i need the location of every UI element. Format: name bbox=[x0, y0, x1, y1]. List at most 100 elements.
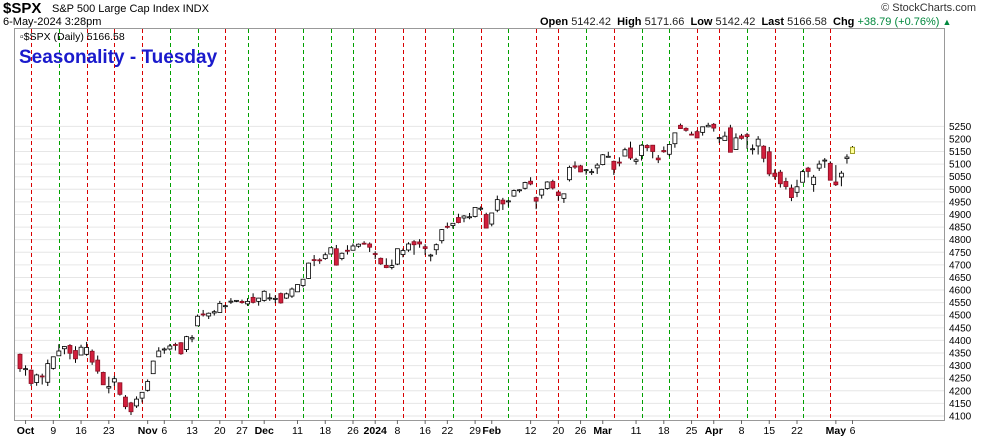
last-value: 5166.58 bbox=[787, 16, 827, 28]
x-tick-label: 9 bbox=[50, 425, 56, 437]
candle-body-up bbox=[850, 146, 855, 154]
y-tick-label: 4950 bbox=[949, 197, 972, 208]
candle-body-down bbox=[528, 180, 533, 185]
candle-body-down bbox=[500, 199, 506, 205]
candle-body-down bbox=[617, 161, 622, 164]
open-value: 5142.42 bbox=[571, 16, 611, 28]
last-label: Last bbox=[761, 16, 785, 28]
candle-body-up bbox=[567, 166, 572, 181]
candle-body-down bbox=[317, 259, 323, 262]
security-name: S&P 500 Large Cap Index INDX bbox=[52, 3, 209, 15]
candle-body-up bbox=[50, 356, 56, 369]
candle-body-up bbox=[245, 300, 250, 305]
candle-body-down bbox=[28, 369, 34, 384]
x-tick-label: 18 bbox=[319, 425, 331, 437]
candle-body-up bbox=[822, 159, 828, 162]
y-tick-label: 4450 bbox=[949, 323, 972, 334]
candle-body-up bbox=[511, 190, 517, 197]
candle-body-down bbox=[417, 241, 423, 245]
candle-body-up bbox=[400, 250, 406, 255]
candle-body-down bbox=[644, 145, 650, 149]
x-tick-label: 12 bbox=[525, 425, 537, 437]
x-tick-label: 20 bbox=[553, 425, 565, 437]
chg-label: Chg bbox=[833, 16, 855, 28]
candle-body-down bbox=[117, 382, 123, 395]
candle-body-down bbox=[650, 144, 656, 152]
candle-body-down bbox=[422, 246, 428, 249]
candle-body-up bbox=[450, 222, 456, 226]
candle-body-down bbox=[689, 133, 694, 136]
candle-body-down bbox=[361, 242, 367, 245]
y-tick-label: 4350 bbox=[949, 349, 972, 360]
x-tick-label: 25 bbox=[686, 425, 698, 437]
candle-body-down bbox=[95, 359, 101, 372]
candle-body-down bbox=[345, 249, 350, 252]
candle-body-up bbox=[705, 124, 711, 128]
candle-body-up bbox=[839, 172, 844, 178]
candle-body-up bbox=[156, 350, 162, 358]
candle-body-up bbox=[211, 311, 217, 314]
candle-body-up bbox=[134, 398, 139, 407]
y-tick-label: 4250 bbox=[949, 374, 972, 385]
x-tick-label: Feb bbox=[482, 425, 501, 437]
series-legend: ▫$SPX (Daily) 5166.58 bbox=[20, 31, 125, 43]
x-tick-label: 27 bbox=[236, 425, 248, 437]
candle-body-up bbox=[228, 300, 234, 303]
candle-body-up bbox=[256, 297, 262, 302]
candle-body-up bbox=[34, 374, 40, 383]
x-tick-label: 2024 bbox=[364, 425, 388, 437]
y-tick-label: 5250 bbox=[949, 122, 972, 133]
x-tick-label: 11 bbox=[631, 425, 642, 437]
low-label: Low bbox=[690, 16, 713, 28]
y-tick-label: 4200 bbox=[949, 386, 972, 397]
candle-body-up bbox=[267, 297, 273, 300]
candle-body-up bbox=[45, 363, 51, 383]
y-tick-label: 5000 bbox=[949, 185, 972, 196]
candle-body-up bbox=[195, 315, 201, 327]
candle-body-up bbox=[622, 149, 628, 157]
x-tick-label: 6 bbox=[850, 425, 856, 437]
candle-body-down bbox=[200, 313, 206, 316]
candle-body-up bbox=[394, 248, 400, 265]
candle-body-up bbox=[733, 137, 739, 150]
candle-body-down bbox=[694, 131, 700, 139]
x-tick-label: 29 bbox=[469, 425, 481, 437]
y-tick-label: 4550 bbox=[949, 298, 972, 309]
x-tick-label: Mar bbox=[593, 425, 612, 437]
candle-body-up bbox=[295, 284, 300, 293]
y-tick-label: 4650 bbox=[949, 273, 972, 284]
candle-body-up bbox=[666, 144, 672, 155]
candle-body-up bbox=[161, 348, 167, 351]
candle-body-down bbox=[728, 127, 733, 153]
candle-body-down bbox=[39, 375, 45, 378]
y-tick-label: 4400 bbox=[949, 336, 972, 347]
candle-body-up bbox=[56, 350, 62, 357]
candle-body-down bbox=[67, 345, 73, 354]
candle-body-up bbox=[816, 163, 822, 169]
candle-body-up bbox=[428, 254, 434, 257]
candle-body-down bbox=[550, 181, 556, 189]
candle-body-up bbox=[433, 244, 439, 251]
candle-body-up bbox=[339, 252, 345, 259]
candle-body-up bbox=[328, 247, 334, 255]
quote-line: Open 5142.42 High 5171.66 Low 5142.42 La… bbox=[540, 16, 951, 28]
candle-body-down bbox=[178, 342, 184, 355]
ticker-symbol: $SPX bbox=[3, 0, 42, 17]
x-tick-label: 22 bbox=[791, 425, 803, 437]
candle-body-up bbox=[234, 299, 239, 302]
x-tick-label: 11 bbox=[292, 425, 303, 437]
candle-body-up bbox=[750, 148, 755, 151]
candle-body-up bbox=[544, 181, 550, 189]
x-tick-label: Apr bbox=[705, 425, 723, 437]
y-tick-label: 5100 bbox=[949, 160, 972, 171]
candle-body-up bbox=[389, 265, 395, 268]
candle-body-up bbox=[406, 243, 411, 251]
candle-body-down bbox=[533, 197, 539, 202]
candle-body-down bbox=[777, 171, 783, 185]
candle-body-up bbox=[583, 169, 589, 172]
candle-body-down bbox=[766, 151, 772, 175]
candle-body-up bbox=[672, 132, 678, 145]
candle-body-up bbox=[505, 200, 511, 203]
candle-body-down bbox=[73, 350, 78, 360]
candle-body-up bbox=[472, 207, 478, 217]
